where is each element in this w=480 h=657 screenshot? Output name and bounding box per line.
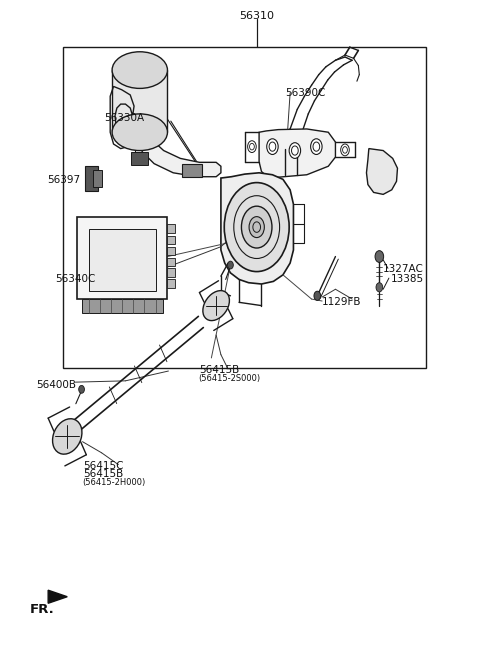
Circle shape: [248, 141, 256, 152]
Text: 56400B: 56400B: [36, 380, 76, 390]
Bar: [168, 258, 175, 266]
Text: FR.: FR.: [30, 603, 55, 616]
Text: 56415B: 56415B: [84, 469, 124, 479]
Bar: [77, 217, 168, 299]
Text: 56415C: 56415C: [84, 461, 124, 470]
Bar: [131, 152, 148, 165]
Polygon shape: [182, 164, 202, 177]
Circle shape: [79, 386, 84, 394]
Text: 13385: 13385: [390, 274, 423, 284]
Ellipse shape: [52, 419, 82, 454]
Polygon shape: [48, 590, 67, 603]
Circle shape: [289, 143, 300, 158]
Text: (56415-2H000): (56415-2H000): [83, 478, 146, 487]
Text: 56340C: 56340C: [55, 273, 95, 284]
Circle shape: [267, 139, 278, 154]
Circle shape: [311, 139, 322, 154]
Text: 56310: 56310: [239, 11, 274, 21]
Circle shape: [375, 251, 384, 262]
Ellipse shape: [112, 52, 168, 89]
Bar: [168, 247, 175, 255]
Circle shape: [224, 183, 289, 271]
Text: 56415B: 56415B: [199, 365, 240, 375]
Polygon shape: [221, 173, 293, 284]
Bar: [112, 70, 168, 132]
Polygon shape: [366, 148, 397, 194]
Text: 56397: 56397: [47, 175, 80, 185]
Bar: [89, 229, 156, 291]
Bar: [63, 47, 426, 368]
Bar: [168, 279, 175, 288]
Circle shape: [241, 206, 272, 248]
Bar: [168, 268, 175, 277]
Polygon shape: [142, 131, 221, 177]
Polygon shape: [259, 129, 336, 178]
Text: 56390C: 56390C: [285, 88, 326, 98]
Bar: [93, 170, 102, 187]
Text: 56330A: 56330A: [104, 112, 144, 123]
Ellipse shape: [203, 290, 229, 321]
Ellipse shape: [112, 114, 168, 150]
Circle shape: [228, 261, 233, 269]
Circle shape: [314, 291, 321, 300]
Bar: [85, 166, 98, 191]
Bar: [168, 225, 175, 233]
Bar: [82, 299, 163, 313]
Circle shape: [341, 144, 349, 156]
Bar: [168, 236, 175, 244]
Circle shape: [249, 217, 264, 238]
Text: (56415-2S000): (56415-2S000): [199, 374, 261, 382]
Text: 1327AC: 1327AC: [383, 264, 424, 275]
Circle shape: [376, 283, 383, 292]
Text: 1129FB: 1129FB: [322, 297, 361, 307]
